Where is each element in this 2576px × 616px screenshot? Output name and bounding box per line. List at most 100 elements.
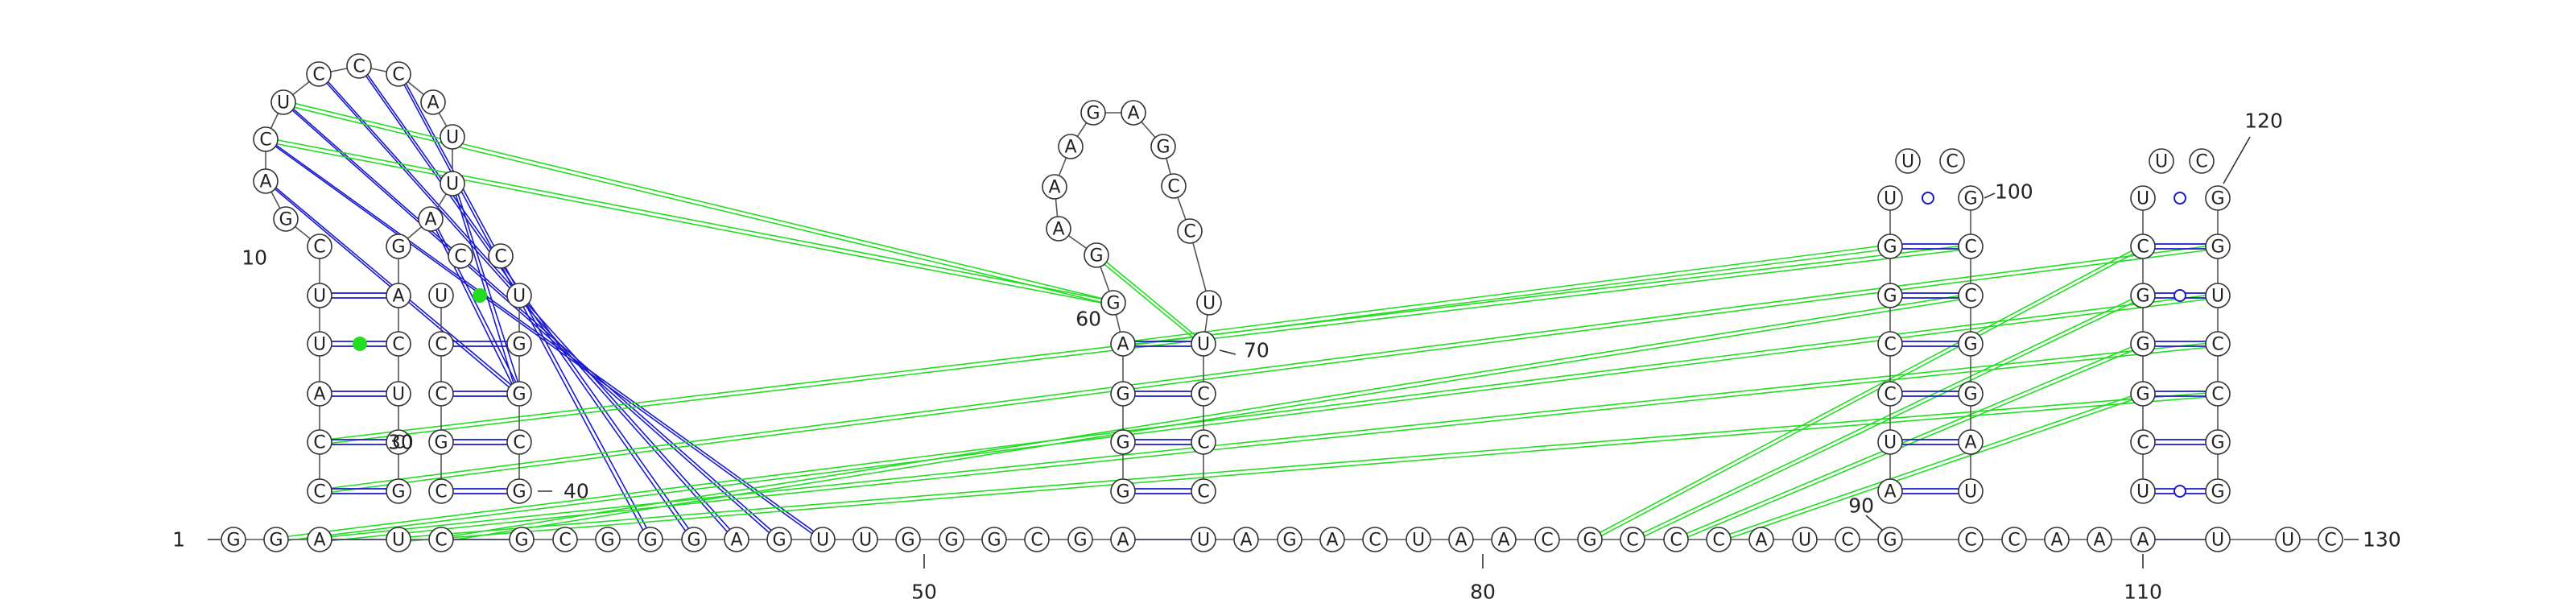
- nucleotide-circle: [552, 527, 578, 552]
- nucleotide-circle: [307, 234, 332, 259]
- noncanonical-pair-marker: [353, 337, 367, 351]
- nucleotide-letter: G: [2211, 189, 2224, 209]
- nucleotide: A: [1877, 478, 1903, 504]
- nucleotide-letter: A: [313, 531, 325, 551]
- nucleotide: G: [1958, 185, 1984, 211]
- tertiary-link: [283, 104, 1114, 306]
- nucleotide: G: [1877, 234, 1903, 259]
- nucleotide-circle: [1150, 134, 1176, 159]
- nucleotide-letter: C: [1197, 482, 1209, 502]
- nucleotide-letter: A: [1127, 104, 1139, 124]
- nucleotide-letter: A: [1755, 531, 1767, 551]
- nucleotide-letter: G: [987, 531, 1001, 551]
- long-range-link: [432, 218, 522, 395]
- nucleotide: A: [386, 283, 411, 308]
- nucleotide-circle: [766, 527, 792, 552]
- nucleotide-circle: [2130, 527, 2156, 552]
- nucleotide-letter: G: [1583, 531, 1596, 551]
- nucleotide-letter: A: [1326, 531, 1338, 551]
- nucleotide-circle: [895, 527, 921, 552]
- nucleotide: G: [895, 527, 921, 552]
- nucleotide: G: [638, 527, 663, 552]
- nucleotide-letter: U: [1197, 531, 1210, 551]
- long-range-link: [267, 138, 826, 540]
- nucleotide-letter: C: [2211, 385, 2223, 405]
- nucleotide-letter: C: [392, 65, 404, 85]
- tertiary-link: [1096, 253, 1204, 343]
- nucleotide: C: [307, 478, 332, 504]
- nucleotide-letter: A: [1117, 335, 1129, 355]
- nucleotide-letter: G: [1156, 138, 1170, 158]
- position-label: 30: [388, 431, 414, 454]
- nucleotide-letter: G: [944, 531, 958, 551]
- nucleotide-circle: [418, 206, 444, 232]
- nucleotide: C: [386, 61, 411, 87]
- nucleotide-letter: U: [859, 531, 872, 551]
- nucleotide: C: [1362, 527, 1388, 552]
- nucleotide-letter: G: [772, 531, 786, 551]
- nucleotide-letter: G: [1963, 335, 1977, 355]
- nucleotide: U: [2275, 527, 2301, 552]
- nucleotide: G: [1067, 527, 1093, 552]
- tertiary-link: [1632, 297, 2144, 543]
- nucleotide-letter: C: [2195, 152, 2207, 172]
- nucleotide: U: [1792, 527, 1818, 552]
- nucleotide-circle: [386, 478, 411, 504]
- nucleotide: C: [1835, 527, 1860, 552]
- nucleotide: G: [1080, 100, 1106, 126]
- nucleotide-letter: U: [2136, 189, 2149, 209]
- long-range-link: [452, 183, 518, 395]
- nucleotide-letter: U: [2155, 152, 2168, 172]
- nucleotide: A: [418, 206, 444, 232]
- nucleotide-circle: [420, 89, 446, 115]
- nucleotide: A: [307, 527, 332, 552]
- nucleotide: A: [1058, 134, 1084, 159]
- nucleotide: U: [1895, 148, 1921, 174]
- nucleotide: C: [1620, 527, 1645, 552]
- nucleotide: G: [1577, 527, 1603, 552]
- wobble-pair-marker: [2174, 485, 2186, 498]
- nucleotide-letter: A: [1048, 178, 1060, 198]
- nucleotide-circle: [1191, 429, 1216, 455]
- nucleotide-circle: [1577, 527, 1603, 552]
- nucleotide-circle: [2001, 527, 2027, 552]
- nucleotide-letter: C: [1712, 531, 1724, 551]
- nucleotide: U: [2205, 527, 2231, 552]
- position-tick: [1865, 515, 1883, 531]
- nucleotide: G: [386, 478, 411, 504]
- nucleotide-circle: [253, 126, 279, 152]
- nucleotide-letter: G: [901, 531, 914, 551]
- nucleotide-letter: C: [392, 433, 404, 453]
- nucleotide-letter: U: [435, 287, 448, 307]
- nucleotide-letter: C: [2136, 238, 2149, 258]
- nucleotide: C: [346, 53, 372, 79]
- nucleotide-circle: [1191, 527, 1216, 552]
- nucleotide-letter: C: [435, 531, 447, 551]
- nucleotide-letter: U: [1798, 531, 1811, 551]
- nucleotide-circle: [1939, 148, 1965, 174]
- nucleotide-letter: G: [1089, 246, 1103, 267]
- nucleotide: C: [306, 61, 332, 87]
- long-range-link: [400, 73, 654, 540]
- wobble-pair-marker: [2174, 192, 2186, 205]
- nucleotide-letter: A: [1064, 138, 1076, 158]
- nucleotide-letter: C: [454, 247, 466, 267]
- nucleotide-circle: [1110, 429, 1136, 455]
- wobble-pair-marker: [1922, 192, 1934, 205]
- nucleotide-letter: C: [1884, 335, 1896, 355]
- nucleotide-letter: G: [1883, 287, 1897, 307]
- nucleotide-letter: G: [2211, 238, 2224, 258]
- nucleotide-letter: U: [513, 287, 526, 307]
- tertiary-link: [1122, 248, 1891, 347]
- nucleotide: C: [1161, 173, 1187, 199]
- nucleotide-circle: [506, 478, 532, 504]
- tertiary-link: [319, 244, 1971, 441]
- nucleotide-circle: [2205, 331, 2231, 357]
- nucleotide: C: [2001, 527, 2027, 552]
- nucleotide: C: [1877, 331, 1903, 357]
- nucleotide: U: [1196, 290, 1222, 316]
- nucleotide-letter: G: [512, 482, 526, 502]
- nucleotide-letter: A: [1964, 433, 1976, 453]
